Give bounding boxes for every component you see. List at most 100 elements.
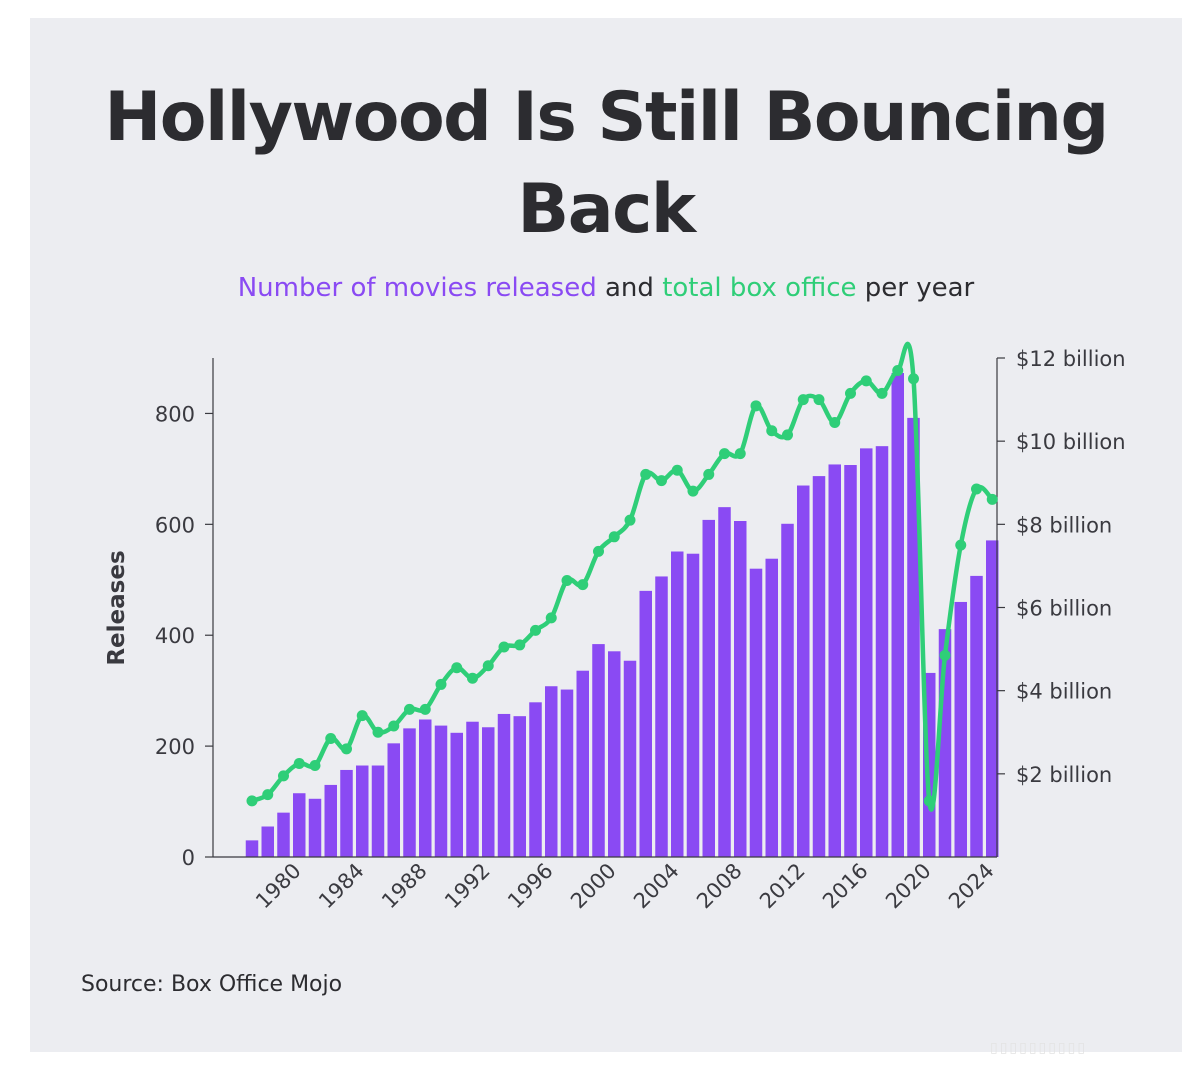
box-office-point-2018 xyxy=(892,364,904,376)
bar-1987 xyxy=(403,728,416,857)
box-office-point-1989 xyxy=(435,678,447,690)
bar-1979 xyxy=(277,812,290,857)
source-note: Source: Box Office Mojo xyxy=(81,972,343,997)
y-axis-title: Releases xyxy=(104,550,130,665)
box-office-point-1992 xyxy=(482,660,494,672)
bar-1988 xyxy=(419,719,432,857)
bar-2014 xyxy=(828,464,841,857)
line-layer xyxy=(246,341,998,812)
bar-1993 xyxy=(497,713,511,857)
bar-2003 xyxy=(655,576,668,857)
bar-1992 xyxy=(482,727,495,857)
x-tick-label-2020: 2020 xyxy=(881,859,936,914)
bar-2007 xyxy=(718,507,731,857)
chart-subtitle: Number of movies released and total box … xyxy=(30,270,1182,306)
box-office-point-1977 xyxy=(246,795,258,807)
x-tick-label-1988: 1988 xyxy=(377,859,432,914)
x-tick-label-2016: 2016 xyxy=(818,859,873,914)
box-office-point-1990 xyxy=(451,662,463,674)
watermark-decoration: ▯▯▯▯▯▯▯▯▯▯ xyxy=(990,1040,1088,1056)
box-office-point-2004 xyxy=(671,464,683,476)
box-office-point-2003 xyxy=(656,475,667,487)
box-office-point-2002 xyxy=(640,468,652,480)
bar-2018 xyxy=(891,372,904,857)
chart-title: Hollywood Is Still Bouncing Back xyxy=(104,78,1109,249)
box-office-point-1984 xyxy=(356,710,368,722)
bar-1980 xyxy=(293,793,306,857)
subtitle-connector: and xyxy=(605,273,654,303)
x-tick-label-2000: 2000 xyxy=(566,859,621,914)
bar-1982 xyxy=(324,784,337,857)
axes-layer xyxy=(205,357,1005,858)
bar-2006 xyxy=(702,519,715,857)
box-office-point-2012 xyxy=(797,394,809,406)
bar-2011 xyxy=(781,523,794,857)
bar-1989 xyxy=(434,725,448,857)
box-office-point-2024 xyxy=(986,493,998,505)
box-office-point-2007 xyxy=(719,448,730,460)
box-office-point-1978 xyxy=(262,789,274,801)
x-tick-label-1992: 1992 xyxy=(440,859,495,914)
box-office-point-2021 xyxy=(939,649,951,661)
bar-2009 xyxy=(749,568,763,857)
bar-1999 xyxy=(592,644,605,857)
bars-layer xyxy=(245,372,999,857)
bar-1991 xyxy=(466,721,479,857)
box-office-point-1998 xyxy=(577,579,589,591)
bar-2005 xyxy=(686,553,700,857)
x-tick-label-2008: 2008 xyxy=(692,859,747,914)
left-tick-label-200: 200 xyxy=(155,735,195,759)
bar-2010 xyxy=(765,558,778,857)
box-office-point-2001 xyxy=(624,514,636,526)
bar-2024 xyxy=(986,540,999,857)
box-office-point-2014 xyxy=(829,416,841,428)
bar-1997 xyxy=(560,689,574,857)
bar-2004 xyxy=(671,551,684,857)
box-office-point-2017 xyxy=(876,387,888,399)
bar-2008 xyxy=(734,521,747,857)
bar-1994 xyxy=(513,716,526,857)
bar-2016 xyxy=(860,448,873,857)
box-office-point-1997 xyxy=(561,574,573,586)
box-office-point-2010 xyxy=(766,425,778,437)
bar-2012 xyxy=(797,485,810,857)
subtitle-suffix: per year xyxy=(864,273,975,303)
box-office-point-2011 xyxy=(782,429,793,441)
bar-1978 xyxy=(261,826,274,857)
box-office-point-1986 xyxy=(388,720,400,732)
bar-1981 xyxy=(308,798,322,857)
bar-2022 xyxy=(954,601,967,857)
box-office-point-2009 xyxy=(750,400,762,412)
bar-2017 xyxy=(875,446,889,857)
x-tick-label-2004: 2004 xyxy=(629,859,684,914)
bar-2019 xyxy=(907,417,920,857)
bar-2015 xyxy=(844,465,857,857)
bar-2001 xyxy=(623,660,637,857)
bar-2000 xyxy=(608,651,621,857)
box-office-point-1987 xyxy=(404,703,415,715)
subtitle-releases-legend: Number of movies released xyxy=(237,273,597,303)
box-office-point-1988 xyxy=(419,703,431,715)
bar-1998 xyxy=(576,670,589,857)
bar-1986 xyxy=(387,743,400,857)
chart-card xyxy=(30,18,1182,1052)
box-office-point-1980 xyxy=(293,757,305,769)
x-tick-label-1980: 1980 xyxy=(251,859,306,914)
bar-1990 xyxy=(450,732,463,857)
box-office-point-1999 xyxy=(593,545,604,557)
bar-2013 xyxy=(812,476,826,857)
box-office-point-1991 xyxy=(467,672,478,684)
box-office-point-1979 xyxy=(278,770,289,782)
right-tick-label-4: $4 billion xyxy=(1016,680,1112,704)
box-office-point-2013 xyxy=(813,394,825,406)
box-office-point-2006 xyxy=(703,468,715,480)
right-tick-label-10: $10 billion xyxy=(1016,430,1126,454)
left-tick-label-0: 0 xyxy=(182,846,195,870)
box-office-point-1994 xyxy=(514,639,526,651)
box-office-point-1995 xyxy=(530,624,541,636)
box-office-point-1983 xyxy=(341,743,352,755)
subtitle-box-office-legend: total box office xyxy=(662,273,857,303)
bar-1995 xyxy=(529,702,542,857)
bar-1977 xyxy=(245,840,259,857)
box-office-point-1982 xyxy=(325,732,337,744)
